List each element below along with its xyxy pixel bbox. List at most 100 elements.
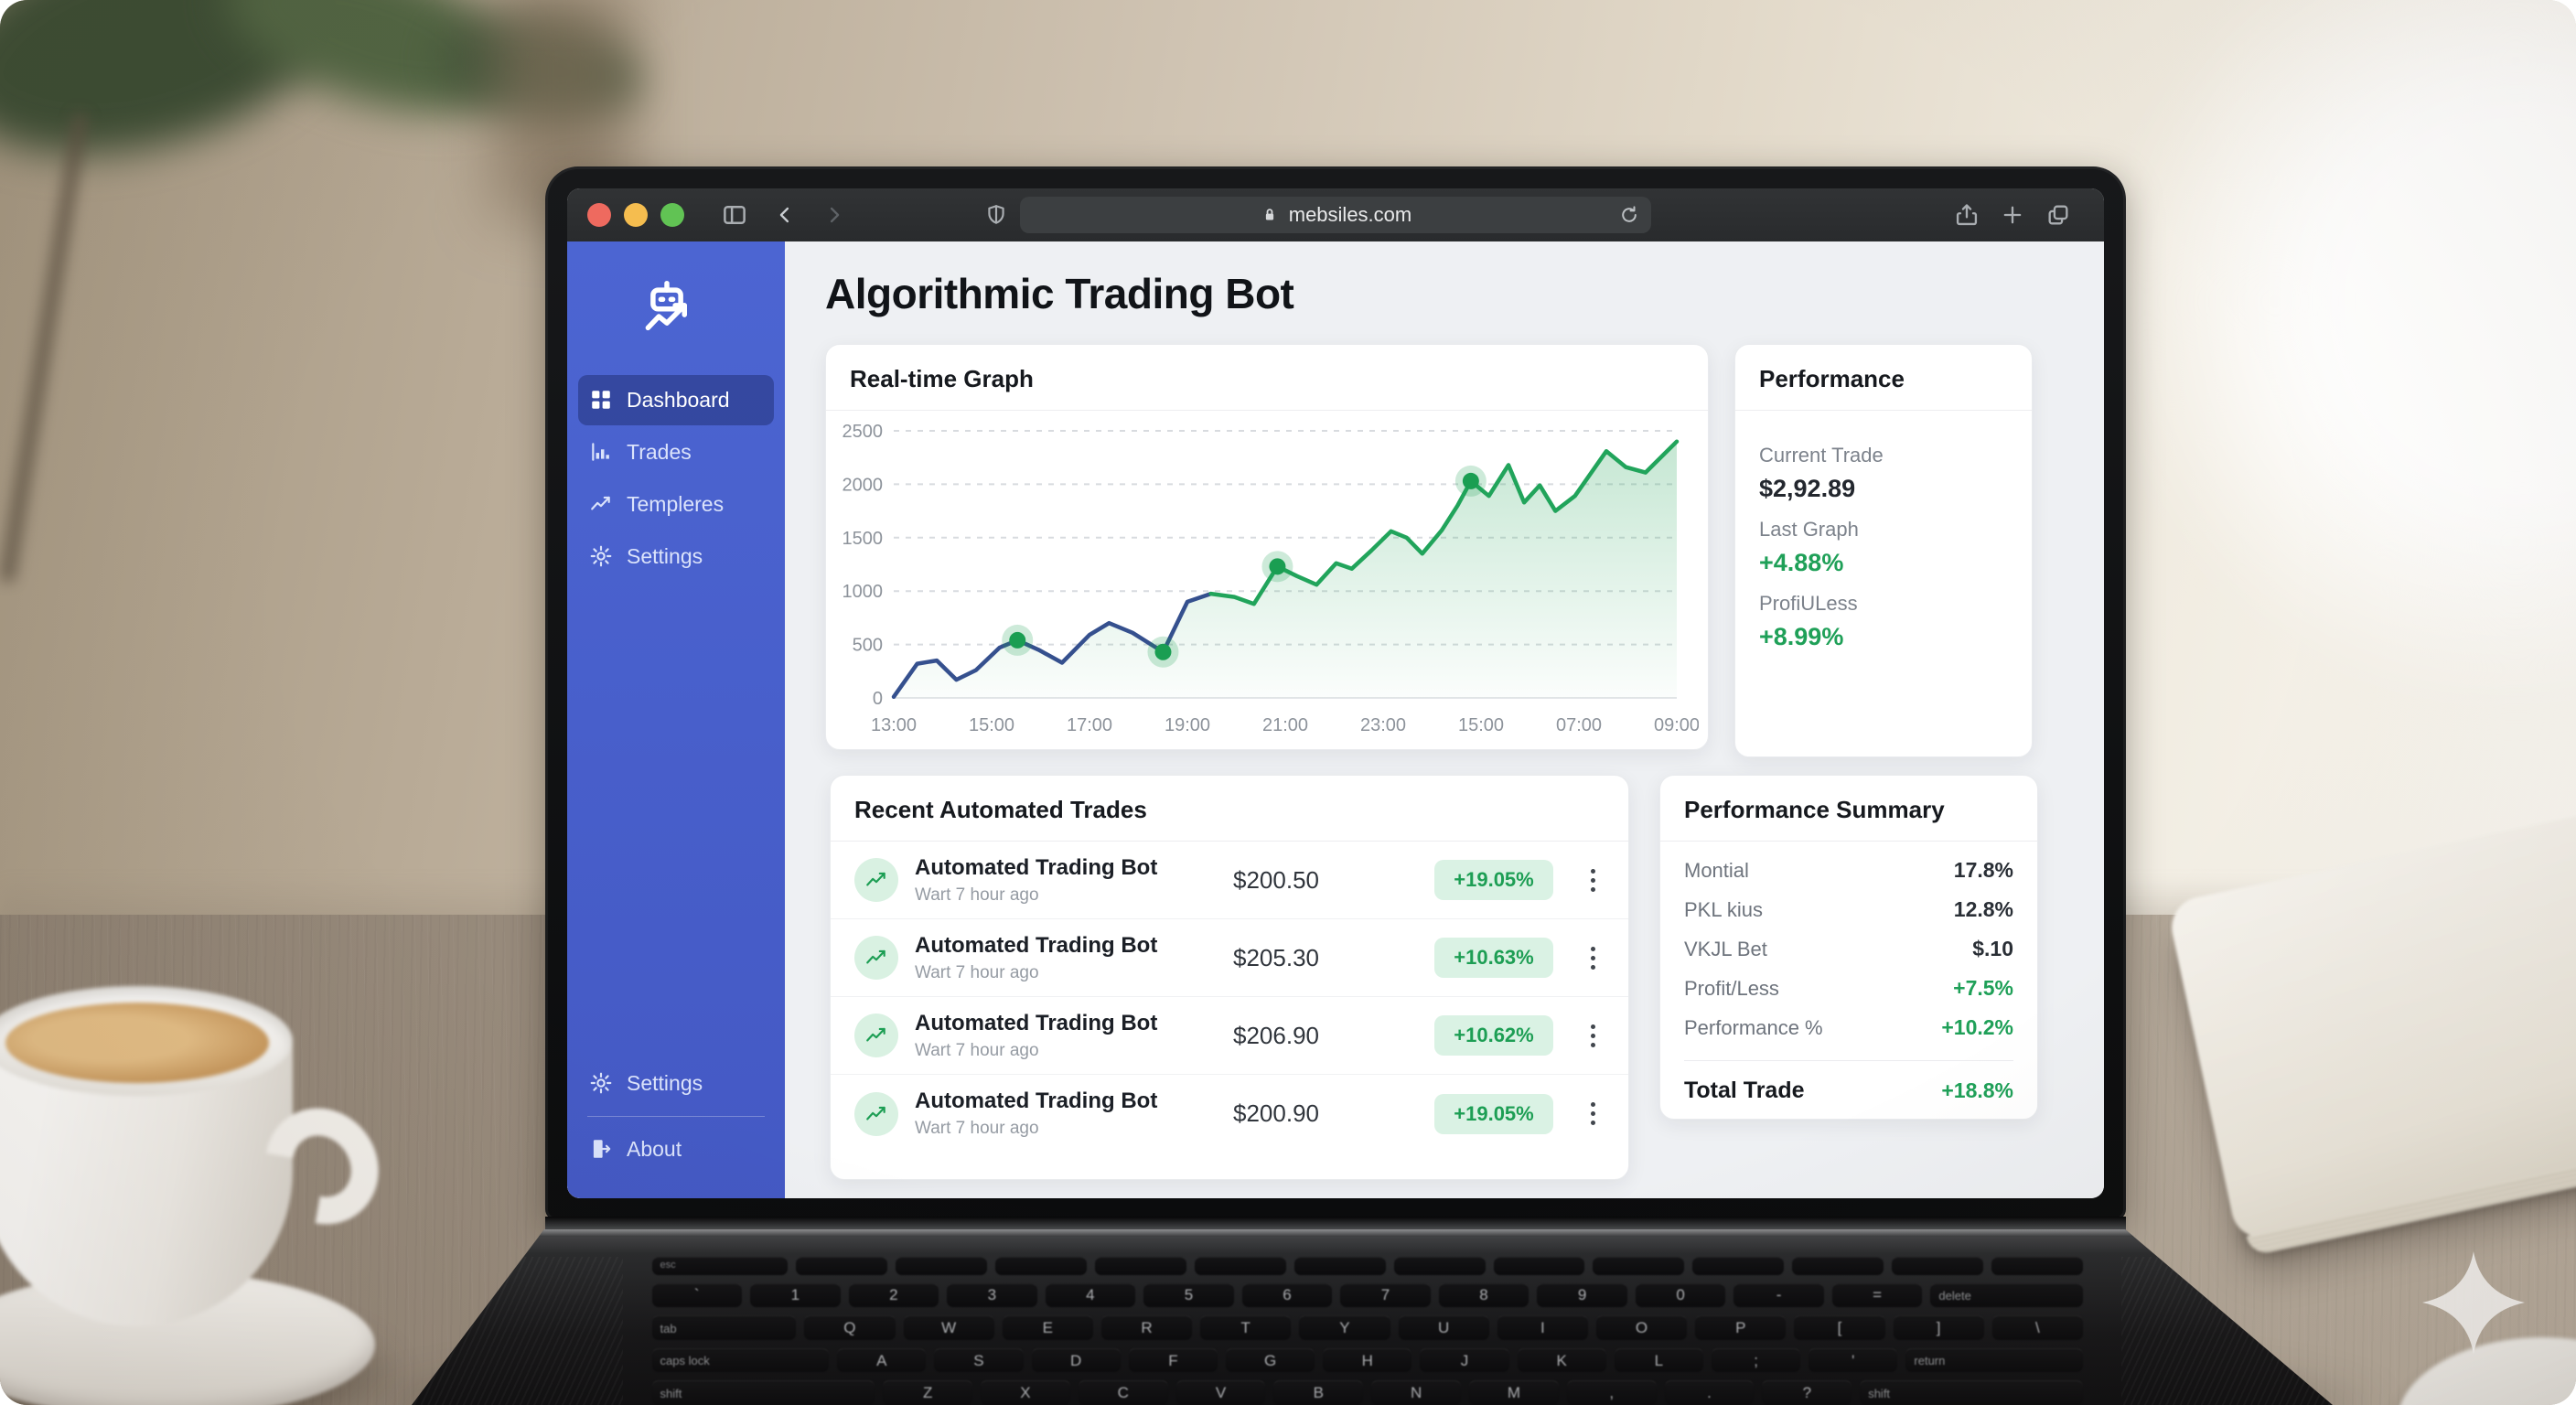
kebab-menu-icon[interactable] — [1577, 1094, 1608, 1134]
key-fn — [1792, 1257, 1884, 1275]
kebab-menu-icon[interactable] — [1577, 938, 1608, 978]
forward-icon[interactable] — [821, 202, 847, 228]
key-L: L — [1614, 1347, 1703, 1373]
svg-text:19:00: 19:00 — [1165, 715, 1210, 735]
share-icon[interactable] — [1954, 202, 1980, 228]
new-tab-icon[interactable] — [2000, 202, 2025, 228]
svg-text:07:00: 07:00 — [1556, 715, 1602, 735]
coffee-surface — [5, 1003, 269, 1083]
key-C: C — [1078, 1380, 1168, 1405]
key-1: 1 — [750, 1282, 841, 1308]
summary-value: 12.8% — [1953, 897, 2013, 921]
key-delete: delete — [1930, 1282, 2083, 1308]
bar-chart-icon — [589, 440, 614, 465]
realtime-line-chart: 0 500 1000 1500 2000 2500 13:00 15:00 17:00 19:00… — [843, 422, 1700, 735]
key-4: 4 — [1045, 1282, 1136, 1308]
address-bar[interactable]: mebsiles.com — [1020, 197, 1651, 233]
sidebar-item-templeres[interactable]: Templeres — [578, 479, 774, 530]
recent-trades-card: Recent Automated Trades Automated Tradin… — [830, 775, 1629, 1180]
tab-overview-icon[interactable] — [2045, 202, 2071, 228]
key-P: P — [1695, 1315, 1787, 1340]
trade-text: Automated Trading Bot Wart 7 hour ago — [915, 1089, 1157, 1139]
key-shift: shift — [1860, 1380, 2083, 1405]
summary-label: PKL kius — [1684, 897, 1764, 921]
trade-name: Automated Trading Bot — [915, 1010, 1158, 1035]
performance-card: Performance Current Trade $2,92.89 Last G… — [1734, 344, 2033, 757]
zoom-window-button[interactable] — [660, 203, 684, 227]
trade-row[interactable]: Automated Trading Bot Wart 7 hour ago $2… — [831, 1075, 1628, 1153]
sidebar-item-about[interactable]: About — [578, 1124, 774, 1174]
sidebar-toggle-icon[interactable] — [721, 201, 748, 229]
trend-up-icon — [854, 936, 898, 980]
kebab-menu-icon[interactable] — [1577, 860, 1608, 900]
page-title: Algorithmic Trading Bot — [825, 270, 1294, 317]
minimize-window-button[interactable] — [624, 203, 648, 227]
key-7: 7 — [1340, 1282, 1431, 1308]
lock-icon — [1260, 205, 1280, 225]
back-icon[interactable] — [772, 202, 798, 228]
trade-name: Automated Trading Bot — [915, 932, 1158, 958]
trade-change-badge: +19.05% — [1434, 860, 1553, 900]
key-fn — [995, 1257, 1088, 1275]
keyboard-row: shift Z X C V B N M,.? shift — [651, 1380, 2084, 1405]
summary-label: Performance % — [1684, 1015, 1823, 1039]
shield-icon[interactable] — [984, 203, 1008, 227]
key-fn — [1892, 1257, 1984, 1275]
trend-up-icon — [589, 492, 614, 517]
key-fn — [1293, 1257, 1386, 1275]
performance-card-title: Performance — [1759, 365, 1905, 392]
key-A: A — [837, 1347, 927, 1373]
summary-rows: Montial 17.8% PKL kius 12.8% VKJL Bet $.10… — [1660, 842, 2037, 1111]
close-window-button[interactable] — [587, 203, 611, 227]
key-5: 5 — [1143, 1282, 1234, 1308]
trade-time: Wart 7 hour ago — [915, 1040, 1039, 1060]
key-3: 3 — [947, 1282, 1037, 1308]
sidebar-item-dashboard[interactable]: Dashboard — [578, 375, 774, 425]
trade-row[interactable]: Automated Trading Bot Wart 7 hour ago $2… — [831, 997, 1628, 1075]
key-S: S — [934, 1347, 1024, 1373]
url-text: mebsiles.com — [1288, 203, 1412, 226]
summary-card-title: Performance Summary — [1684, 796, 1945, 823]
key-Z: Z — [883, 1380, 973, 1405]
key-fn — [1493, 1257, 1585, 1275]
svg-text:23:00: 23:00 — [1360, 715, 1406, 735]
kebab-menu-icon[interactable] — [1577, 1015, 1608, 1056]
svg-text:1500: 1500 — [843, 529, 884, 549]
performance-metric: ProfiULess +8.99% — [1759, 592, 2008, 651]
summary-value: $.10 — [1972, 937, 2013, 960]
svg-text:09:00: 09:00 — [1654, 715, 1699, 735]
key-9: 9 — [1537, 1282, 1627, 1308]
trade-row[interactable]: Automated Trading Bot Wart 7 hour ago $2… — [831, 919, 1628, 997]
trade-row[interactable]: Automated Trading Bot Wart 7 hour ago $2… — [831, 842, 1628, 919]
sidebar-item-label: Templeres — [627, 492, 724, 516]
physical-keyboard: esc ` 1 2 3 4 5 6 7 8 9 0- = delete tab Q W E R T Y U I O P [] \ ca… — [651, 1257, 2084, 1405]
browser-titlebar: mebsiles.com — [567, 188, 2104, 241]
metric-value: +8.99% — [1759, 623, 1844, 650]
key-esc: esc — [651, 1257, 789, 1275]
key-return: return — [1905, 1347, 2083, 1373]
sidebar-item-settings[interactable]: Settings — [578, 1058, 774, 1109]
performance-metric: Current Trade $2,92.89 — [1759, 444, 2008, 503]
trading-app: Dashboard Trades Templeres Settings Sett… — [567, 241, 2104, 1198]
trade-change-badge: +10.62% — [1434, 1015, 1553, 1056]
trade-price: $200.50 — [1233, 865, 1319, 894]
key-fn — [1692, 1257, 1785, 1275]
key--: - — [1733, 1282, 1824, 1308]
key-G: G — [1225, 1347, 1315, 1373]
keyboard-row: ` 1 2 3 4 5 6 7 8 9 0- = delete — [651, 1282, 2083, 1308]
sidebar-item-settings[interactable]: Settings — [578, 531, 774, 582]
divider — [1735, 410, 2032, 411]
svg-text:21:00: 21:00 — [1262, 715, 1308, 735]
reload-icon[interactable] — [1618, 204, 1640, 226]
key-6: 6 — [1241, 1282, 1333, 1308]
key-fn — [796, 1257, 888, 1275]
trend-up-icon — [854, 1014, 898, 1057]
total-value: +18.8% — [1941, 1078, 2013, 1102]
keyboard-row: tab Q W E R T Y U I O P [] \ — [651, 1315, 2084, 1340]
sidebar-item-label: Settings — [627, 1071, 703, 1095]
summary-row: Profit/Less +7.5% — [1660, 969, 2037, 1008]
sidebar-item-trades[interactable]: Trades — [578, 427, 774, 477]
svg-text:2000: 2000 — [843, 475, 884, 495]
key-Y: Y — [1299, 1315, 1390, 1340]
trade-rows: Automated Trading Bot Wart 7 hour ago $2… — [831, 842, 1628, 1153]
